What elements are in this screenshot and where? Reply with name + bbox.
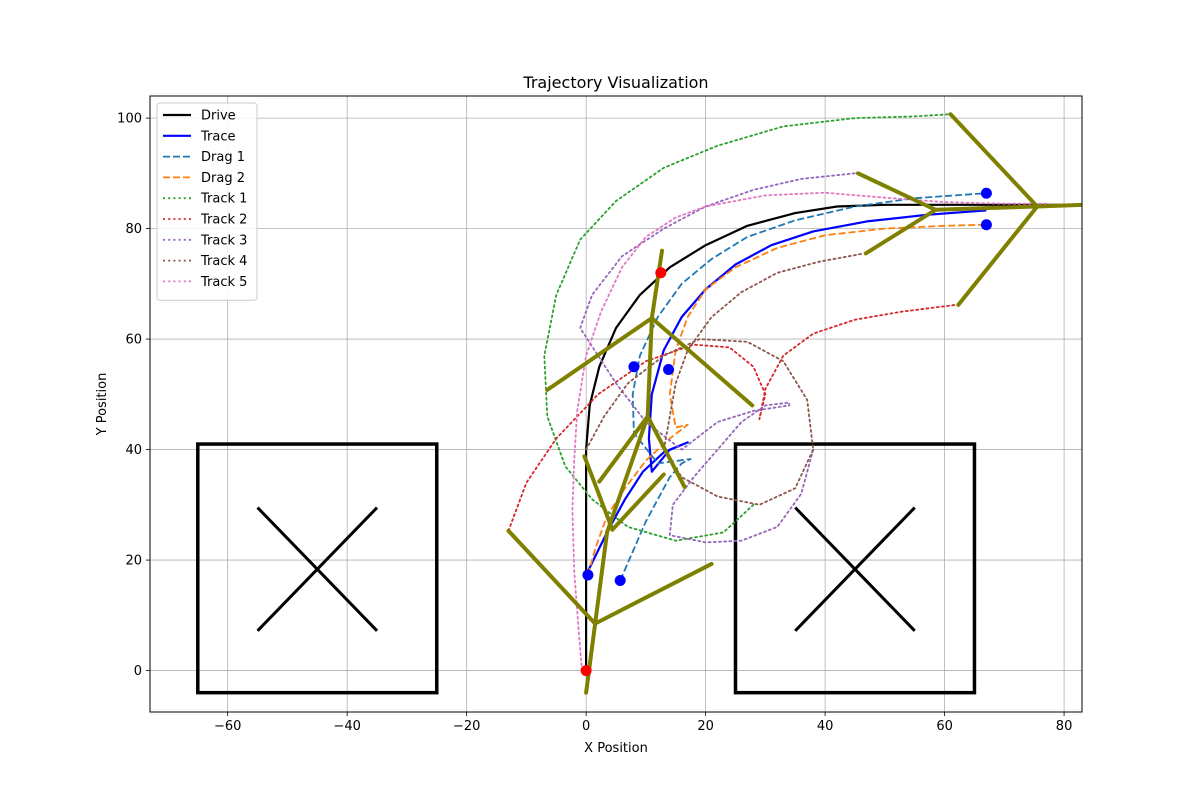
skeleton-segment [855,171,938,212]
x-tick-label: −60 [214,719,241,734]
obstacle-cross [256,506,379,632]
y-tick-label: 0 [134,664,142,679]
skeleton-segment [956,204,1040,307]
legend-label: Trace [200,129,236,144]
x-tick-label: 80 [1056,719,1073,734]
series-line-track-3 [579,172,856,544]
skeleton-segment [593,561,714,626]
x-tick-label: −40 [333,719,360,734]
y-tick-label: 80 [125,222,142,237]
x-tick-label: 40 [817,719,834,734]
obstacle-box [733,442,977,695]
y-tick-label: 60 [125,333,142,348]
skeleton-segment [645,414,687,490]
legend: Drive Trace Drag 1 Drag 2 Track 1 Track 2 Trac… [156,102,258,301]
x-tick-label: 0 [582,719,590,734]
chart-title: Trajectory Visualization [522,73,708,92]
axes-frame [149,95,1083,713]
series-line-drag-1 [619,192,987,581]
y-tick-label: 100 [117,112,142,127]
axis-ticks: −60 −40 −20 0 20 40 60 80 0 20 40 60 80 100 [117,112,1072,734]
skeleton-segment [582,454,615,532]
grid-lines [150,96,1082,712]
x-axis-label: X Position [584,741,648,756]
x-tick-label: 20 [697,719,714,734]
y-axis-label: Y Position [95,373,110,437]
skeleton-segment [645,316,654,419]
legend-label: Track 5 [200,275,247,290]
skeleton-segment [597,414,650,484]
skeleton-segment [649,316,755,408]
skeleton-segment [610,472,666,532]
skeleton-segment [545,316,654,392]
skeleton-segment [605,414,650,535]
y-tick-label: 20 [125,554,142,569]
skeleton-segment [506,528,598,626]
x-tick-label: 60 [936,719,953,734]
obstacle-cross [794,506,916,632]
legend-label: Track 2 [200,213,247,228]
series-line-track-5 [571,191,1048,672]
legend-label: Track 1 [200,192,247,207]
series-line-trace [585,209,987,576]
legend-label: Track 3 [200,233,247,248]
blue-marker [614,575,626,587]
blue-marker [582,569,594,581]
obstacle-box [196,442,439,695]
legend-label: Drag 1 [201,150,245,165]
blue-marker [628,361,640,373]
x-tick-label: −20 [453,719,480,734]
legend-box [156,102,258,301]
red-marker [580,665,592,677]
skeleton-segment [933,204,1040,212]
legend-label: Drag 2 [201,171,245,186]
skeleton-segment [584,530,610,695]
legend-label: Track 4 [200,254,247,269]
skeleton-segment [863,207,938,256]
series-line-track-4 [585,252,865,506]
series-line-track-1 [543,113,952,542]
plot-area [196,112,1082,695]
skeleton-segment [1035,202,1082,209]
blue-marker [980,219,992,231]
y-tick-label: 40 [125,443,142,458]
blue-marker [980,187,992,199]
legend-label: Drive [201,109,236,124]
skeleton-segment [649,248,665,321]
red-marker [655,267,667,279]
skeleton-segment [948,112,1040,209]
blue-marker [663,363,675,375]
